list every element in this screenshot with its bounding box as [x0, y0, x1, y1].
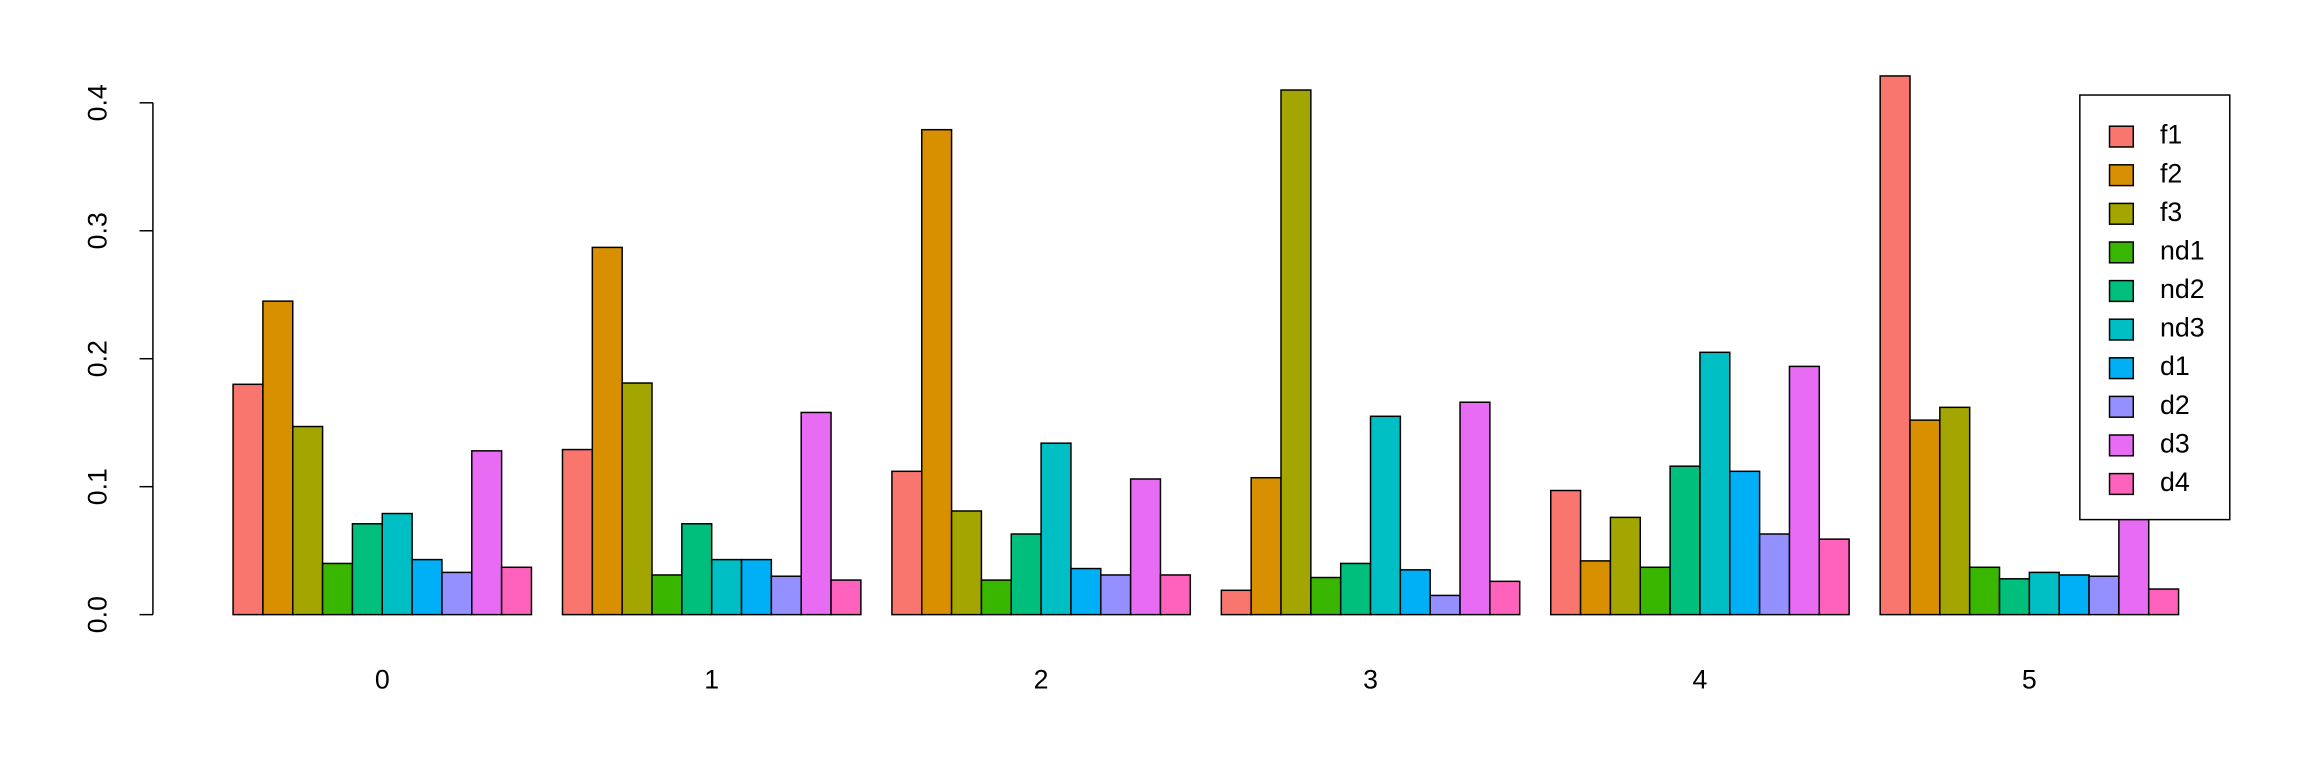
bar [441, 571, 473, 616]
bar [1788, 365, 1821, 616]
bar [1280, 89, 1312, 616]
bar [1639, 566, 1671, 616]
bar [1369, 415, 1402, 616]
bar [921, 128, 953, 616]
y-tick-label: 0.1 [83, 468, 113, 505]
bar [1579, 560, 1612, 616]
bar [1609, 516, 1642, 616]
bar [710, 558, 743, 616]
legend-swatch [2108, 472, 2135, 496]
bar [262, 300, 294, 616]
bar [1879, 75, 1911, 616]
x-tick-label: 2 [1034, 664, 1049, 694]
bar [1998, 578, 2031, 616]
legend-box [2079, 94, 2231, 521]
bar [1070, 567, 1102, 616]
legend-swatch [2108, 279, 2135, 303]
bar [471, 450, 503, 616]
legend-swatch [2108, 125, 2135, 148]
legend-swatch [2108, 395, 2135, 418]
legend-label: f2 [2160, 158, 2182, 188]
y-tick-label: 0.4 [83, 84, 113, 121]
legend-label: f3 [2160, 197, 2182, 227]
bar [1909, 419, 1941, 616]
legend-swatch [2108, 318, 2135, 341]
y-tick-label: 0.3 [83, 212, 113, 249]
bar [2058, 574, 2090, 616]
bar [1399, 569, 1431, 616]
bar [561, 448, 594, 616]
bar [1968, 566, 2001, 616]
x-tick-label: 5 [2022, 664, 2037, 694]
bar [1159, 574, 1192, 616]
legend-swatch [2108, 434, 2135, 457]
legend-label: nd2 [2160, 274, 2205, 304]
bar [1818, 538, 1850, 616]
bar [621, 382, 653, 616]
bar [980, 579, 1013, 616]
legend-swatch [2108, 164, 2135, 187]
bar [411, 558, 443, 616]
bar [232, 383, 264, 616]
legend-label: d4 [2160, 467, 2190, 497]
y-tick-label: 0.0 [83, 596, 113, 633]
bar [1729, 470, 1761, 616]
bar [351, 523, 384, 616]
bar [500, 566, 533, 616]
legend-label: d3 [2160, 428, 2190, 458]
x-tick-label: 3 [1363, 664, 1378, 694]
legend-label: d2 [2160, 390, 2190, 420]
bar [740, 558, 773, 616]
bar [770, 575, 802, 616]
legend-swatch [2108, 357, 2135, 380]
bar [1310, 576, 1342, 616]
legend-label: f1 [2160, 120, 2182, 150]
bar [1429, 594, 1461, 616]
bar [1250, 476, 1282, 616]
bar [2147, 588, 2180, 616]
bar [1699, 351, 1731, 616]
bar [2028, 571, 2060, 616]
bar [681, 523, 713, 616]
x-tick-label: 0 [375, 664, 390, 694]
legend-label: d1 [2160, 351, 2190, 381]
bar [1339, 562, 1372, 616]
bar [1489, 580, 1521, 616]
bar [381, 512, 413, 616]
legend-label: nd1 [2160, 235, 2205, 265]
bar [591, 246, 623, 616]
bar [1220, 589, 1252, 616]
x-tick-label: 1 [704, 664, 719, 694]
bar [800, 411, 832, 616]
bar [292, 425, 324, 616]
bar [1129, 478, 1162, 616]
y-tick-label: 0.2 [83, 340, 113, 377]
bar [321, 562, 354, 616]
legend-swatch [2108, 202, 2135, 225]
bar [2088, 575, 2120, 616]
bar [1459, 401, 1491, 616]
bar [1758, 533, 1791, 616]
bar [1669, 465, 1701, 616]
bar [1100, 574, 1132, 616]
bar [891, 470, 923, 616]
x-tick-label: 4 [1693, 664, 1708, 694]
bar [950, 510, 983, 616]
legend-swatch [2108, 241, 2135, 264]
bar [1010, 533, 1042, 616]
legend-label: nd3 [2160, 313, 2205, 343]
bar [1939, 406, 1971, 616]
bar [651, 574, 683, 616]
bar [1040, 442, 1072, 616]
bar [830, 579, 862, 616]
bar [1550, 489, 1582, 616]
